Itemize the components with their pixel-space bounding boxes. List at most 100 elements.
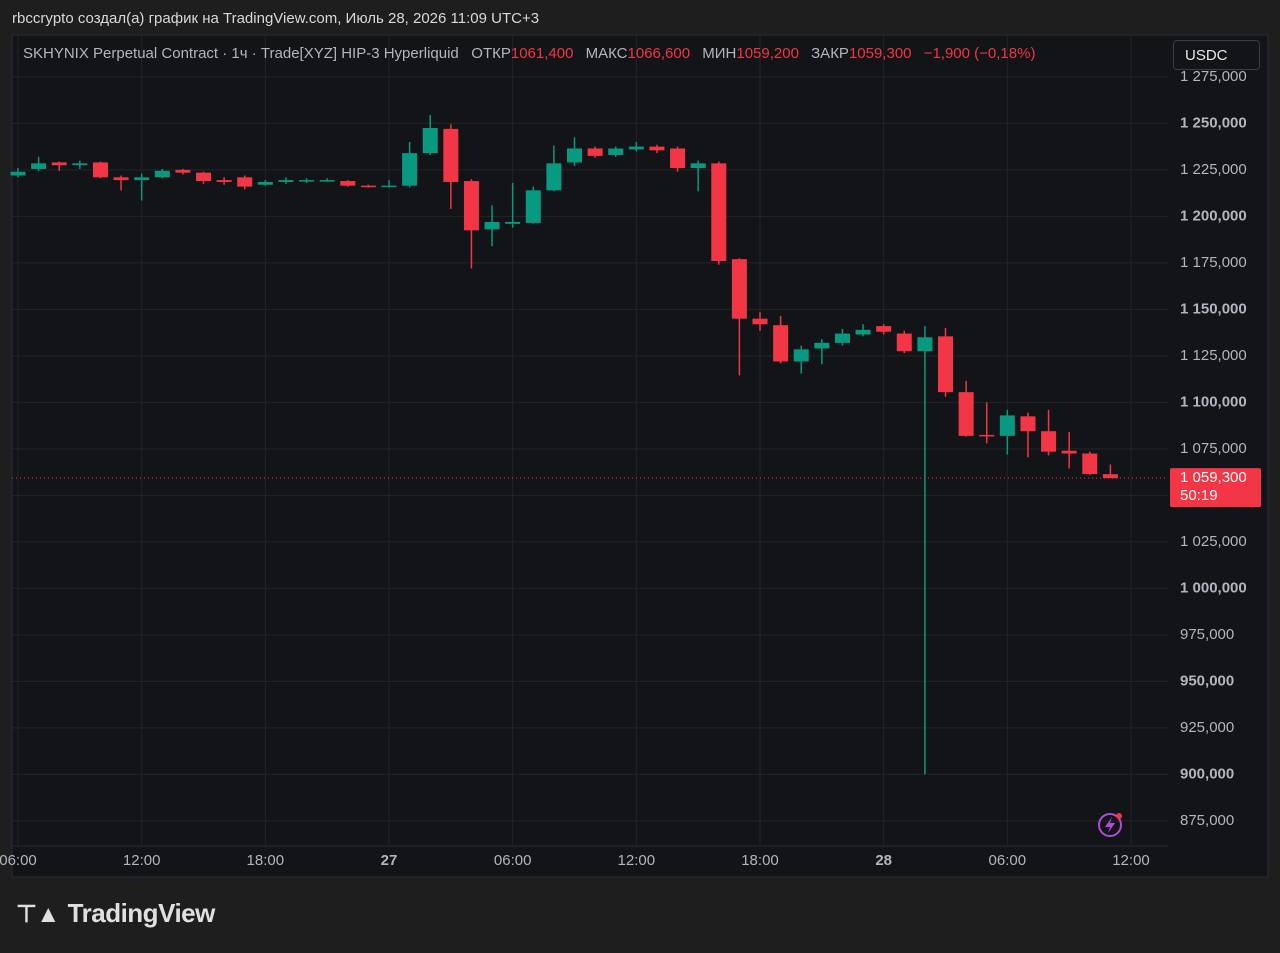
logo: ⊤▲ TradingView bbox=[16, 898, 215, 929]
candle-body bbox=[896, 333, 912, 352]
candle-body bbox=[752, 318, 768, 325]
open-label: ОТКР bbox=[471, 45, 511, 62]
candle-body bbox=[793, 349, 809, 362]
low-value: 1059,200 bbox=[736, 45, 799, 62]
candle-body bbox=[505, 221, 521, 224]
candle-body bbox=[834, 333, 850, 343]
x-tick-label: 06:00 bbox=[494, 852, 532, 869]
high-value: 1066,600 bbox=[627, 45, 691, 62]
candle-body bbox=[1102, 474, 1118, 479]
candle-body bbox=[134, 177, 150, 181]
x-tick-label: 12:00 bbox=[123, 852, 161, 869]
candle-body bbox=[92, 162, 108, 178]
candle-body bbox=[278, 180, 294, 182]
x-tick-label: 12:00 bbox=[1112, 852, 1150, 869]
candle-body bbox=[443, 128, 459, 182]
candle-body bbox=[587, 148, 603, 156]
candle-body bbox=[649, 146, 665, 151]
x-tick-label: 12:00 bbox=[618, 852, 656, 869]
candle-body bbox=[567, 148, 582, 163]
y-tick-label: 1 100,000 bbox=[1180, 393, 1247, 410]
candle-body bbox=[154, 170, 170, 178]
candle-body bbox=[113, 177, 129, 181]
candle-body bbox=[690, 163, 706, 169]
candle-body bbox=[463, 181, 479, 231]
candle-body bbox=[31, 163, 47, 169]
candle-body bbox=[628, 146, 644, 150]
alert-dot bbox=[1116, 813, 1122, 819]
x-tick-label: 18:00 bbox=[741, 852, 779, 869]
candle-body bbox=[237, 177, 253, 187]
candle-body bbox=[257, 181, 273, 185]
x-tick-label: 28 bbox=[875, 852, 892, 869]
change-value: −1,900 (−0,18%) bbox=[923, 45, 1036, 62]
alert-icon[interactable] bbox=[1098, 813, 1122, 837]
y-tick-label: 1 275,000 bbox=[1180, 68, 1247, 85]
candle-body bbox=[938, 336, 953, 393]
y-tick-label: 1 000,000 bbox=[1180, 579, 1247, 596]
logo-text: TradingView bbox=[67, 898, 216, 928]
candle-body bbox=[360, 185, 376, 188]
last-price-label: 1 059,300 bbox=[1180, 469, 1247, 486]
y-tick-label: 875,000 bbox=[1180, 812, 1234, 829]
caption: rbccrypto создал(а) график на TradingVie… bbox=[12, 10, 540, 27]
candle-body bbox=[1082, 453, 1098, 474]
y-tick-label: 1 125,000 bbox=[1180, 347, 1247, 364]
candle-body bbox=[175, 169, 191, 173]
candle-body bbox=[711, 163, 727, 262]
candle-body bbox=[773, 325, 789, 362]
countdown: 50:19 bbox=[1180, 487, 1218, 504]
y-tick-label: 1 025,000 bbox=[1180, 533, 1247, 550]
candle-body bbox=[855, 329, 871, 335]
candle-body bbox=[422, 128, 438, 154]
open-value: 1061,400 bbox=[510, 45, 574, 62]
x-tick-label: 18:00 bbox=[247, 852, 285, 869]
candle-body bbox=[196, 172, 211, 182]
y-tick-label: 1 075,000 bbox=[1180, 440, 1247, 457]
candle-body bbox=[51, 162, 67, 166]
candle-body bbox=[731, 259, 747, 319]
candle-body bbox=[299, 180, 315, 182]
candle-body bbox=[1041, 431, 1057, 452]
logo-mark: ⊤▲ bbox=[16, 901, 60, 928]
candle-body bbox=[340, 181, 356, 186]
y-tick-label: 1 200,000 bbox=[1180, 207, 1247, 224]
candle-body bbox=[72, 163, 88, 166]
low-label: МИН bbox=[702, 45, 737, 62]
y-tick-label: 950,000 bbox=[1180, 672, 1234, 689]
chart-panel bbox=[11, 34, 1269, 878]
candle-body bbox=[917, 337, 933, 352]
close-label: ЗАКР bbox=[811, 45, 849, 62]
candle-body bbox=[979, 434, 995, 437]
candle-body bbox=[999, 415, 1015, 436]
candle-body bbox=[1061, 450, 1077, 454]
candle-body bbox=[525, 190, 541, 223]
y-tick-label: 1 150,000 bbox=[1180, 300, 1247, 317]
candle-body bbox=[608, 148, 624, 155]
y-tick-label: 1 225,000 bbox=[1180, 161, 1247, 178]
candle-body bbox=[402, 153, 418, 186]
candle-body bbox=[381, 185, 397, 188]
candle-body bbox=[876, 326, 892, 332]
symbol: SKHYNIX Perpetual Contract · 1ч · Trade[… bbox=[23, 45, 459, 62]
close-value: 1059,300 bbox=[848, 45, 912, 62]
candle-body bbox=[546, 163, 562, 191]
candle-body bbox=[10, 171, 26, 176]
candle-body bbox=[216, 180, 232, 182]
candle-body bbox=[1020, 416, 1036, 432]
x-tick-label: 06:00 bbox=[0, 852, 37, 869]
candle-body bbox=[958, 392, 974, 436]
x-tick-label: 27 bbox=[381, 852, 398, 869]
y-tick-label: 925,000 bbox=[1180, 719, 1234, 736]
alert-icon-bolt bbox=[1105, 817, 1115, 833]
candle-body bbox=[814, 342, 830, 349]
last-price-box bbox=[1170, 468, 1261, 508]
high-label: МАКС bbox=[585, 45, 628, 62]
currency-button[interactable]: USDC bbox=[1173, 40, 1260, 70]
candle-body bbox=[484, 221, 500, 230]
legend: SKHYNIX Perpetual Contract · 1ч · Trade[… bbox=[23, 45, 1043, 62]
y-tick-label: 1 250,000 bbox=[1180, 114, 1247, 131]
candle-body bbox=[670, 148, 686, 169]
